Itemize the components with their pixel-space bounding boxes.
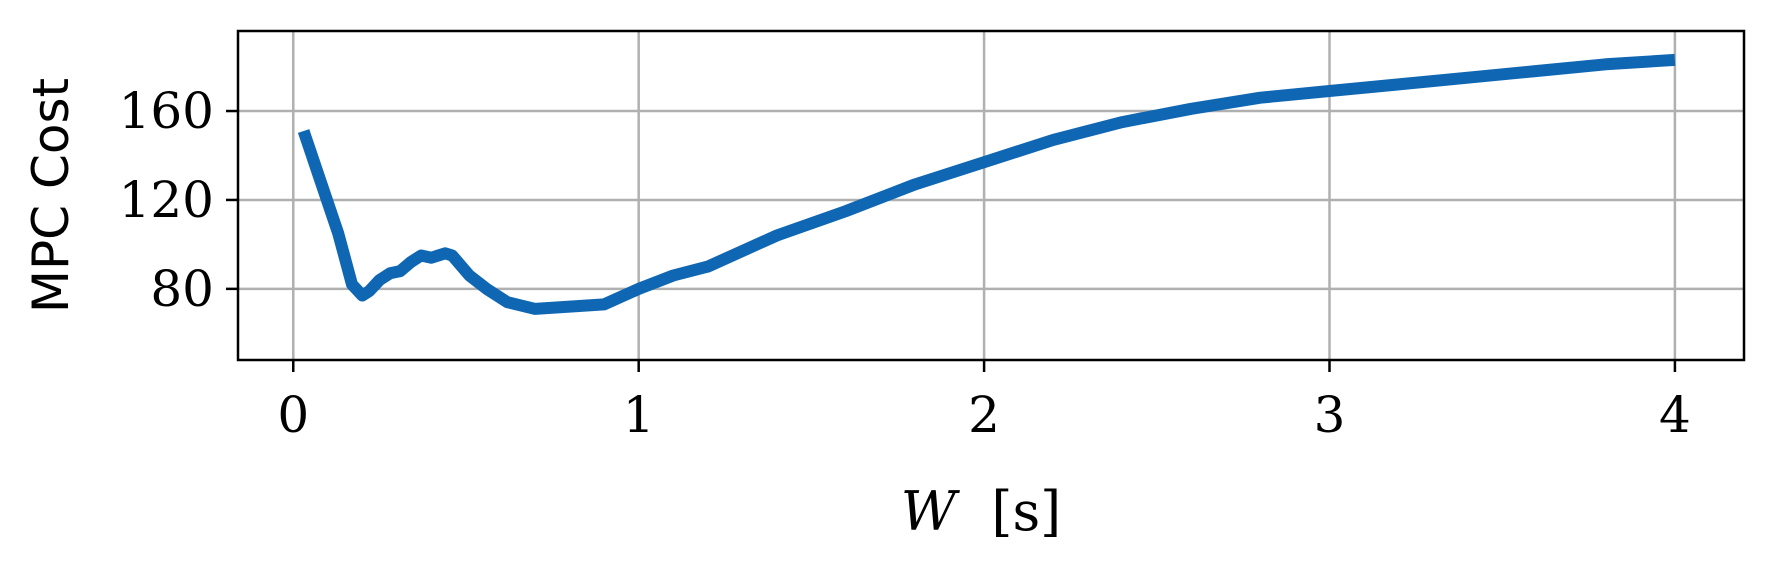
- x-tick-label: 2: [968, 386, 1000, 444]
- y-tick-label: 80: [150, 260, 214, 318]
- x-tick-label: 4: [1659, 386, 1691, 444]
- ticks-layer: 0 1 2 3 4 80 120 160: [119, 82, 1691, 444]
- series-layer: [297, 53, 1676, 315]
- y-tick-label: 120: [119, 171, 214, 229]
- labels-layer: MPC Cost W [s]: [22, 78, 1061, 543]
- grid-layer: [238, 31, 1744, 360]
- x-axis-unit: [s]: [991, 480, 1061, 543]
- x-axis-variable: W: [901, 480, 961, 543]
- y-axis-label: MPC Cost: [22, 78, 80, 313]
- x-tick-label: 1: [623, 386, 655, 444]
- plot-frame: [236, 29, 1746, 362]
- x-tick-label: 0: [277, 386, 309, 444]
- cost-series-line: [297, 53, 1676, 315]
- x-axis-label: W [s]: [901, 480, 1062, 543]
- y-tick-label: 160: [119, 82, 214, 140]
- x-tick-label: 3: [1314, 386, 1346, 444]
